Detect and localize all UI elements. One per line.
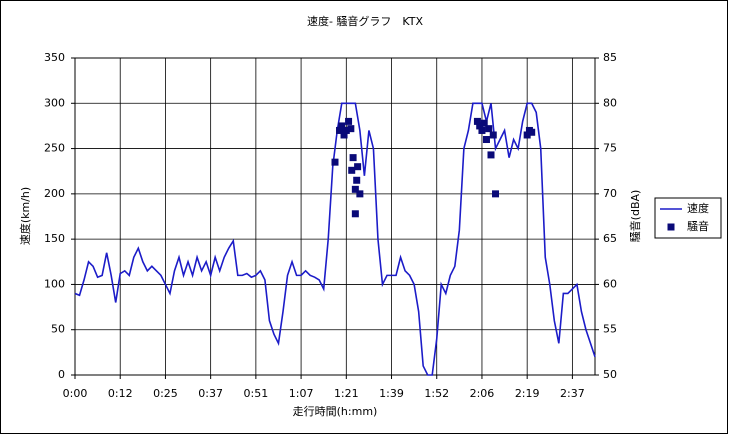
noise-point [523,131,531,139]
x-tick-label: 1:52 [424,387,449,400]
y-tick-label: 100 [44,277,65,290]
x-tick-label: 0:00 [63,387,88,400]
noise-point [482,136,490,144]
y-tick-label: 350 [44,51,65,64]
y2-tick-label: 65 [603,232,617,245]
x-tick-label: 1:07 [289,387,314,400]
x-tick-label: 2:37 [560,387,585,400]
noise-point [487,151,495,159]
noise-point [351,185,359,193]
y2-axis-label: 騒音(dBA) [628,190,642,243]
noise-point [349,154,357,162]
x-tick-label: 2:06 [470,387,495,400]
y2-tick-label: 55 [603,323,617,336]
noise-point [353,176,361,184]
y-tick-label: 250 [44,142,65,155]
noise-point [489,131,497,139]
noise-point [340,131,348,139]
noise-point [480,119,488,127]
y-axis-label: 速度(km/h) [18,187,32,245]
y2-tick-label: 75 [603,142,617,155]
noise-point [338,122,346,130]
plot-area [74,57,596,376]
y2-tick-label: 85 [603,51,617,64]
legend-box [654,197,722,239]
noise-point [351,210,359,218]
y-tick-label: 300 [44,96,65,109]
y-tick-label: 50 [51,323,65,336]
noise-point [473,117,481,125]
x-tick-label: 0:25 [153,387,178,400]
legend-label: 騒音 [687,219,709,233]
noise-point [342,126,350,134]
y2-tick-label: 60 [603,277,617,290]
x-tick-label: 1:21 [334,387,359,400]
noise-point [356,190,364,198]
noise-point [528,128,536,136]
speed-line [74,102,596,376]
legend-label: 速度 [687,201,709,215]
noise-point [331,158,339,166]
y-tick-label: 0 [58,368,65,381]
noise-point [354,163,362,171]
y2-tick-label: 80 [603,96,617,109]
x-tick-label: 1:39 [379,387,404,400]
x-axis-label: 走行時間(h:mm) [293,405,378,418]
noise-point [476,122,484,130]
x-tick-label: 0:51 [244,387,269,400]
x-tick-label: 2:19 [515,387,540,400]
noise-point [492,190,500,198]
y-tick-label: 200 [44,187,65,200]
noise-point [478,126,486,134]
legend-swatch [667,223,675,231]
noise-point [485,125,493,133]
noise-point [347,125,355,133]
noise-point [336,126,344,134]
y2-tick-label: 70 [603,187,617,200]
y-tick-label: 150 [44,232,65,245]
chart-title: 速度- 騒音グラフ KTX [307,14,424,28]
noise-point [345,117,353,125]
noise-point [348,166,356,174]
y2-tick-label: 50 [603,368,617,381]
x-tick-label: 0:12 [108,387,133,400]
x-tick-label: 0:37 [198,387,223,400]
